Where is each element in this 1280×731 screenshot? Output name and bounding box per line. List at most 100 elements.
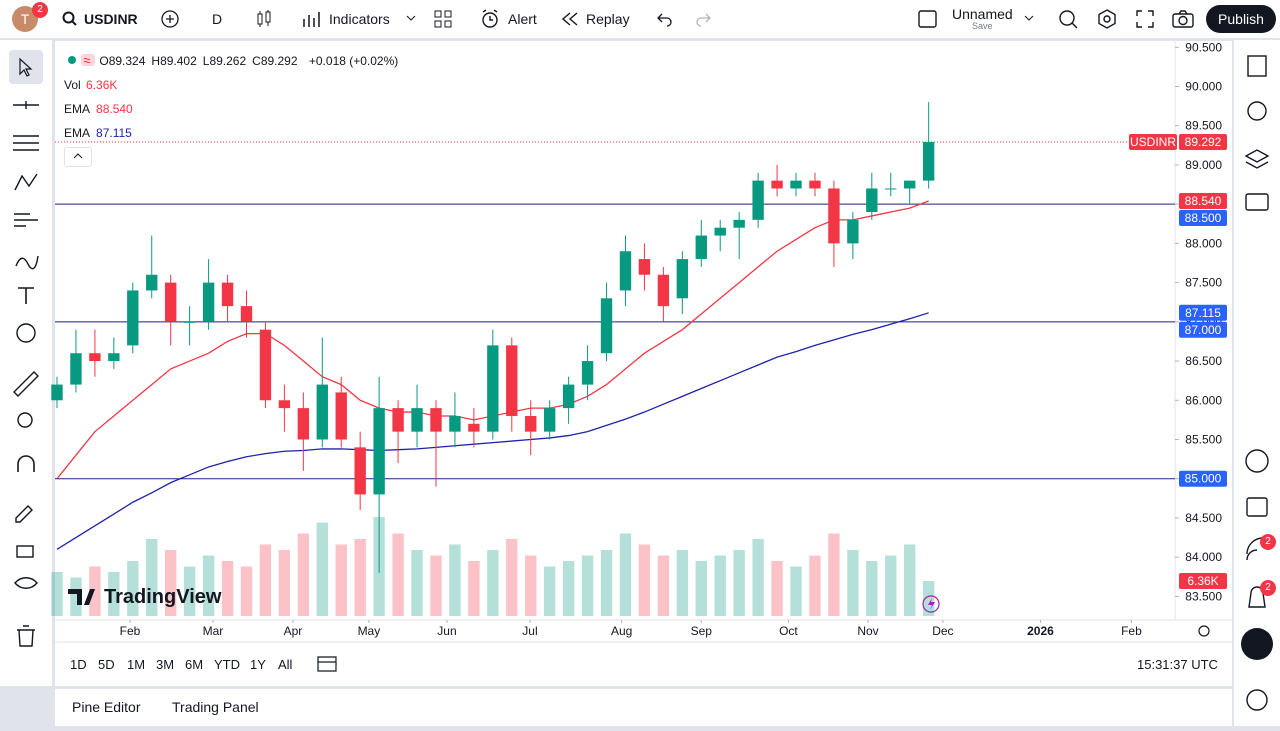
badge: 2 bbox=[32, 2, 48, 18]
measure-tool[interactable] bbox=[13, 371, 39, 397]
candle-layer bbox=[51, 102, 935, 573]
right-sidebar: 2 2 bbox=[1234, 40, 1280, 726]
ohlc-value: 89.262 bbox=[209, 54, 247, 68]
legend-ema: EMA 88.540 bbox=[64, 97, 400, 121]
y-tick-label: 90.500 bbox=[1185, 40, 1222, 54]
snapshot[interactable] bbox=[1172, 10, 1194, 28]
help[interactable] bbox=[1246, 689, 1268, 711]
axis-settings[interactable] bbox=[1198, 625, 1210, 637]
watermark-logo bbox=[68, 589, 95, 605]
cursor-tool[interactable] bbox=[19, 57, 33, 77]
x-tick-label: Mar bbox=[203, 624, 224, 638]
candle-body bbox=[866, 188, 878, 213]
layouts[interactable] bbox=[434, 10, 452, 28]
delete-tool[interactable] bbox=[17, 625, 35, 647]
magnet-tool[interactable] bbox=[17, 455, 35, 472]
candle-body bbox=[51, 384, 63, 401]
publish-button[interactable]: Publish bbox=[1206, 5, 1276, 33]
layout-checkbox[interactable] bbox=[918, 10, 938, 28]
prediction-tool[interactable] bbox=[14, 213, 38, 227]
ema-name: EMA bbox=[64, 126, 91, 140]
candle-body bbox=[354, 447, 366, 495]
candle-body bbox=[638, 259, 651, 275]
fib-tool[interactable] bbox=[13, 135, 39, 151]
legend-status bbox=[68, 54, 95, 66]
candle-body bbox=[392, 408, 404, 432]
event-marker[interactable] bbox=[922, 595, 940, 613]
layout-name[interactable]: Unnamed bbox=[952, 6, 1013, 22]
ohlc-value: 89.292 bbox=[260, 54, 298, 68]
legend-collapse[interactable] bbox=[64, 147, 92, 167]
x-tick-label: Oct bbox=[779, 624, 798, 638]
volume-value: 6.36K bbox=[86, 78, 118, 92]
watchlist[interactable] bbox=[1247, 55, 1267, 77]
text-tool[interactable] bbox=[18, 287, 34, 304]
alert-button[interactable]: Alert bbox=[508, 11, 537, 27]
candle-body bbox=[733, 219, 745, 228]
candle-body bbox=[316, 384, 328, 440]
range-button[interactable]: 3M bbox=[156, 657, 175, 672]
range-button[interactable]: 5D bbox=[98, 657, 115, 672]
candle-body bbox=[752, 180, 764, 220]
chart-type[interactable] bbox=[255, 9, 273, 29]
price-tag-label: 89.292 bbox=[1185, 135, 1222, 149]
hide-tool[interactable] bbox=[14, 577, 38, 589]
symbol[interactable]: USDINR bbox=[84, 11, 138, 27]
ohlc: O89.324 H89.402 L89.262 C89.292 bbox=[99, 54, 303, 68]
candle-body bbox=[468, 423, 480, 432]
pattern-tool[interactable] bbox=[14, 173, 38, 191]
lock-tool[interactable] bbox=[16, 545, 34, 558]
line-tool[interactable] bbox=[13, 101, 39, 109]
range-button[interactable]: 1M bbox=[127, 657, 146, 672]
volume-bar bbox=[411, 550, 423, 616]
screener[interactable] bbox=[1245, 449, 1269, 473]
volume-bar bbox=[847, 550, 859, 616]
range-button[interactable]: All bbox=[278, 657, 293, 672]
candle-body bbox=[89, 353, 101, 362]
volume-bar bbox=[922, 581, 935, 616]
bottom-tab[interactable]: Trading Panel bbox=[172, 699, 259, 715]
volume-bar bbox=[468, 561, 480, 616]
candle-body bbox=[183, 321, 196, 323]
quick-search[interactable] bbox=[1058, 9, 1078, 29]
emoji-tool[interactable] bbox=[16, 323, 36, 343]
candle-body bbox=[771, 180, 783, 189]
candle-body bbox=[790, 180, 802, 189]
alerts[interactable] bbox=[1247, 101, 1267, 121]
add-symbol[interactable] bbox=[160, 9, 180, 29]
ohlc-value: 89.402 bbox=[160, 54, 197, 68]
data-window[interactable] bbox=[1244, 149, 1270, 169]
change: +0.018 (+0.02%) bbox=[308, 54, 399, 68]
calendar[interactable] bbox=[1246, 497, 1268, 517]
interval[interactable]: D bbox=[212, 11, 223, 27]
settings[interactable] bbox=[1097, 9, 1117, 29]
y-tick-label: 86.000 bbox=[1185, 393, 1222, 407]
zoom-tool[interactable] bbox=[17, 412, 33, 428]
undo[interactable] bbox=[656, 11, 674, 27]
candle-body bbox=[297, 408, 310, 440]
range-button[interactable]: 1Y bbox=[250, 657, 266, 672]
top-toolbar: T 2 USDINR D Indicators Alert Replay Unn… bbox=[0, 0, 1280, 39]
x-tick-label: Feb bbox=[1121, 624, 1142, 638]
price-tag bbox=[1179, 304, 1227, 321]
indicators-icon bbox=[303, 12, 320, 27]
indicators-button[interactable]: Indicators bbox=[329, 11, 390, 27]
range-button[interactable]: 1D bbox=[70, 657, 87, 672]
range-button[interactable]: 6M bbox=[185, 657, 204, 672]
volume-bar bbox=[127, 561, 139, 616]
bottom-tab[interactable]: Pine Editor bbox=[72, 699, 141, 715]
lock-drawing-tool[interactable] bbox=[15, 505, 33, 523]
candle-body bbox=[430, 408, 442, 432]
price-tag bbox=[1179, 134, 1227, 151]
apps[interactable] bbox=[1241, 628, 1273, 660]
price-tag bbox=[1179, 470, 1227, 487]
brush-tool[interactable] bbox=[15, 255, 39, 270]
fullscreen[interactable] bbox=[1136, 10, 1154, 28]
chevron bbox=[406, 15, 416, 21]
chats[interactable] bbox=[1245, 193, 1269, 211]
date-range-icon[interactable] bbox=[317, 656, 337, 672]
volume-bar bbox=[543, 566, 556, 616]
range-button[interactable]: YTD bbox=[214, 657, 240, 672]
replay-button[interactable]: Replay bbox=[586, 11, 630, 27]
candle-body bbox=[525, 415, 537, 432]
